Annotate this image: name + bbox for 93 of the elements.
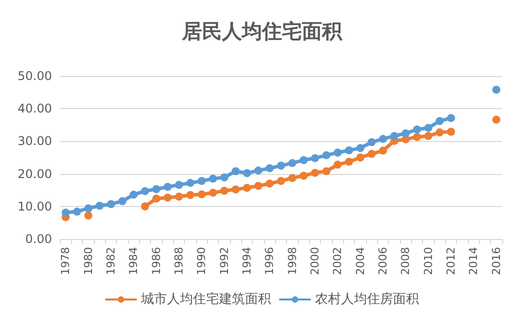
point [96,202,104,210]
point [368,138,376,146]
x-tick-label: 2002 [331,247,344,275]
x-tick-label: 1998 [286,247,299,275]
point [424,132,432,140]
point [322,167,330,176]
chart-title: 居民人均住宅面积 [181,19,343,43]
point [62,208,70,217]
point [311,168,319,177]
point [130,190,138,199]
point [368,150,376,158]
point [436,128,444,136]
point [402,129,410,138]
point [209,174,217,183]
point [186,190,194,199]
point [141,202,149,210]
point [152,194,160,203]
legend-label: 农村人均住房面积 [315,291,419,307]
point [175,192,183,201]
point [424,124,432,132]
point [492,86,500,94]
point [243,169,251,178]
x-tick-label: 2006 [376,247,390,275]
x-tick-label: 2000 [308,247,322,275]
x-tick-label: 2008 [399,247,412,275]
x-tick-label: 2004 [354,247,367,275]
point [107,200,115,208]
point [198,190,206,198]
point [345,146,353,154]
y-tick-label: 20.00 [18,166,52,181]
x-tick-label: 1992 [218,247,231,275]
point [334,160,342,169]
point [73,208,81,216]
point [164,182,172,191]
point [447,128,455,136]
point [141,187,149,196]
point [436,116,444,125]
x-tick-label: 2016 [490,247,503,275]
y-tick-label: 50.00 [18,69,52,83]
point [311,154,319,162]
point [266,180,274,188]
point [220,173,228,182]
point [118,197,126,206]
point [447,114,455,122]
point [232,167,240,176]
point [84,212,92,220]
point [209,188,217,197]
x-tick-label: 1980 [82,247,95,275]
point [379,134,387,143]
point [300,156,308,164]
point [186,178,194,187]
x-tick-label: 1996 [263,247,276,275]
x-tick-label: 1986 [150,247,163,275]
point [198,176,206,185]
y-tick-label: 40.00 [18,102,52,116]
point [152,185,160,194]
x-tick-label: 1994 [240,247,254,275]
y-tick-label: 10.00 [18,199,52,214]
point [300,172,308,180]
x-tick-label: 2012 [444,247,458,275]
point [379,146,387,155]
x-tick-label: 1990 [195,247,208,275]
point [390,132,398,140]
point [243,184,251,192]
x-tick-label: 1988 [172,247,186,275]
point [266,164,274,172]
point [413,125,421,134]
y-tick-label: 30.00 [18,134,52,148]
point [322,151,330,160]
x-tick-label: 1982 [104,247,118,275]
y-tick-label: 0.00 [25,232,52,246]
x-tick-label: 1984 [127,247,140,275]
point [356,144,364,152]
x-tick-label: 2014 [467,247,480,275]
point [164,194,172,202]
point [345,158,353,166]
x-tick-label: 2010 [422,247,435,275]
legend-label: 城市人均住宅建筑面积 [140,291,271,307]
x-tick-label: 1978 [59,247,72,275]
point [288,174,296,182]
point [84,204,92,212]
point [492,116,500,124]
point [254,166,262,175]
point [175,180,183,189]
point [413,132,421,141]
point [232,185,240,194]
point [356,154,364,162]
point [288,159,296,168]
point [334,148,342,157]
point [220,186,228,195]
point [277,176,285,185]
point [277,162,285,170]
point [254,182,262,190]
